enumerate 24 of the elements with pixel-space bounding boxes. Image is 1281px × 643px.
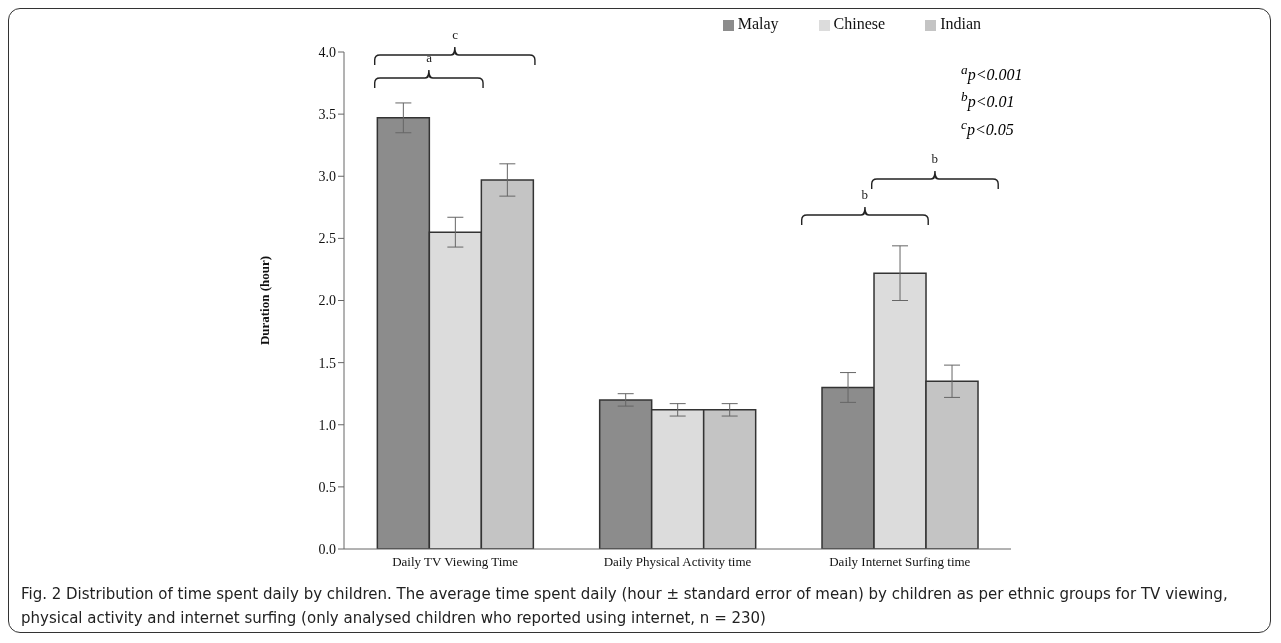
y-tick-label: 2.5: [318, 231, 336, 247]
annotation: $^{b}$p<0.01: [961, 88, 1016, 113]
x-tick-label: Daily TV Viewing Time: [392, 554, 519, 570]
y-tick-label: 1.5: [318, 355, 336, 371]
y-tick-label: 2.0: [318, 293, 336, 309]
y-tick-label: 0.5: [318, 479, 336, 495]
y-tick-label: 3.5: [318, 107, 336, 123]
legend-label: Indian: [940, 15, 981, 32]
annotation: $^{c}$p<0.05: [961, 115, 1015, 141]
annotation: $^{a}$p<0.001: [961, 61, 1023, 86]
legend-label: Chinese: [833, 15, 886, 32]
x-tick-label: Daily Physical Activity time: [603, 554, 752, 570]
y-axis-title: Duration (hour): [256, 255, 272, 346]
legend-label: Malay: [737, 15, 779, 32]
annotation: b: [930, 151, 940, 166]
y-tick-label: 0.0: [318, 541, 336, 557]
text: c: [451, 27, 460, 42]
annotation: a: [425, 50, 434, 65]
caption: Fig. 2 Distribution of time spent daily by children. The average time spent daily (hour ± standard error of mean) by children as per ethnic groups for TV viewing, physical activity and internet surfing (only analysed children who reported using internet, n = 230): [21, 584, 1229, 629]
annotation: b: [860, 187, 870, 202]
x-tick-label: Daily Internet Surfing time: [829, 554, 971, 570]
y-tick-label: 3.0: [318, 169, 336, 185]
y-tick-label: 1.0: [318, 417, 336, 433]
y-tick-label: 4.0: [318, 44, 336, 60]
